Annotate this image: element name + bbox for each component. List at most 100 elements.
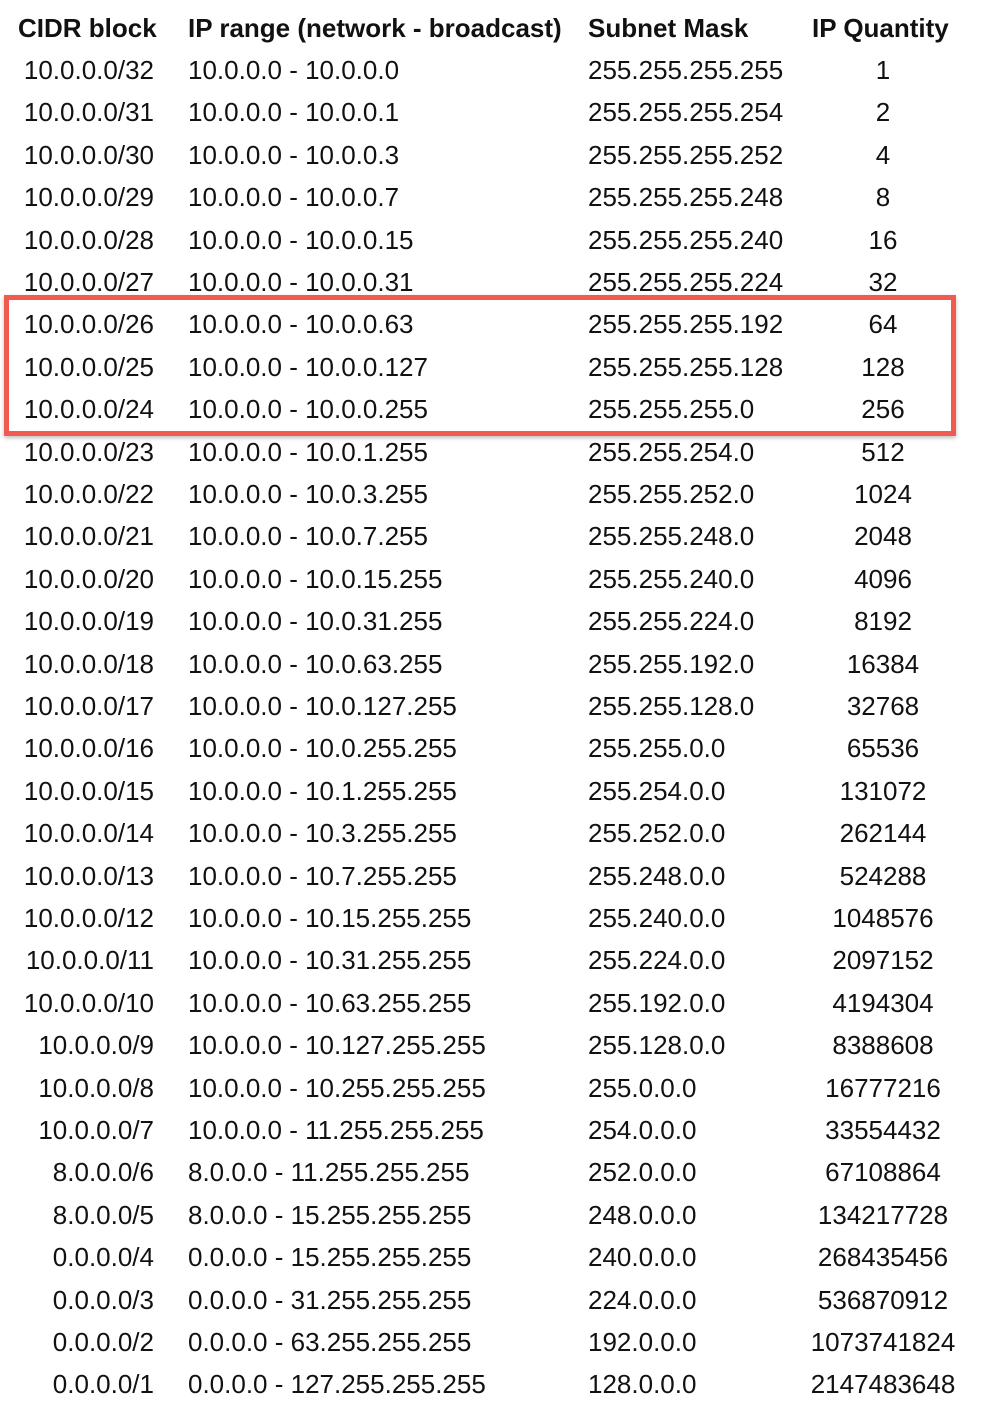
subnet-mask-cell: 255.0.0.0: [588, 1072, 697, 1103]
cidr-cell: 10.0.0.0/19: [23, 606, 154, 637]
header-ip-range: IP range (network - broadcast): [188, 13, 562, 43]
subnet-mask-cell: 255.254.0.0: [588, 775, 726, 806]
ip-range-cell: 10.0.0.0 - 10.63.255.255: [188, 987, 472, 1018]
ip-quantity-cell: 33554432: [825, 1115, 941, 1145]
ip-range-cell: 10.0.0.0 - 10.0.0.255: [188, 394, 428, 425]
subnet-mask-cell: 255.255.224.0: [588, 606, 755, 637]
ip-range-cell: 8.0.0.0 - 11.255.255.255: [188, 1157, 470, 1188]
ip-quantity-cell: 1073741824: [810, 1327, 956, 1357]
cidr-cell: 0.0.0.0/3: [52, 1284, 154, 1315]
subnet-mask-cell: 255.252.0.0: [588, 818, 726, 849]
table-row: 10.0.0.0/24 10.0.0.0 - 10.0.0.255 255.255.…: [0, 388, 994, 430]
ip-range-cell: 10.0.0.0 - 10.255.255.255: [188, 1072, 486, 1103]
ip-range-cell: 10.0.0.0 - 10.0.7.255: [188, 521, 428, 552]
cidr-cell: 10.0.0.0/18: [23, 648, 154, 679]
ip-range-cell: 0.0.0.0 - 127.255.255.255: [188, 1369, 486, 1400]
subnet-mask-cell: 255.255.0.0: [588, 733, 726, 764]
subnet-mask-cell: 224.0.0.0: [588, 1284, 697, 1315]
cidr-cell: 10.0.0.0/9: [38, 1030, 154, 1061]
ip-range-cell: 10.0.0.0 - 10.3.255.255: [188, 818, 457, 849]
ip-range-cell: 10.0.0.0 - 10.31.255.255: [188, 945, 472, 976]
cidr-cell: 10.0.0.0/26: [23, 309, 154, 340]
table-row: 10.0.0.0/8 10.0.0.0 - 10.255.255.255 255.0…: [0, 1067, 994, 1109]
ip-quantity-cell: 16384: [846, 648, 920, 679]
subnet-mask-cell: 128.0.0.0: [588, 1369, 697, 1400]
ip-quantity-cell: 4096: [854, 563, 912, 594]
ip-quantity-cell: 128: [861, 351, 905, 382]
cidr-cell: 10.0.0.0/27: [23, 267, 154, 297]
table-row: 10.0.0.0/9 10.0.0.0 - 10.127.255.255 255.1…: [0, 1024, 994, 1066]
cidr-cell: 10.0.0.0/11: [25, 945, 154, 976]
ip-range-cell: 10.0.0.0 - 10.0.0.7: [188, 182, 400, 213]
ip-quantity-cell: 1: [875, 55, 891, 85]
header-cidr-block: CIDR block: [18, 13, 157, 43]
cidr-cell: 0.0.0.0/4: [52, 1242, 154, 1273]
ip-range-cell: 10.0.0.0 - 11.255.255.255: [188, 1115, 484, 1145]
cidr-cell: 10.0.0.0/14: [23, 818, 154, 849]
ip-range-cell: 10.0.0.0 - 10.0.1.255: [188, 436, 428, 467]
ip-range-cell: 10.0.0.0 - 10.7.255.255: [188, 860, 457, 891]
cidr-cell: 10.0.0.0/13: [23, 860, 154, 891]
ip-quantity-cell: 268435456: [817, 1242, 949, 1273]
table-row: 10.0.0.0/13 10.0.0.0 - 10.7.255.255 255.24…: [0, 855, 994, 897]
table-row: 10.0.0.0/30 10.0.0.0 - 10.0.0.3 255.255.25…: [0, 134, 994, 176]
ip-range-cell: 10.0.0.0 - 10.0.255.255: [188, 733, 457, 764]
ip-range-cell: 8.0.0.0 - 15.255.255.255: [188, 1199, 472, 1230]
table-row: 10.0.0.0/32 10.0.0.0 - 10.0.0.0 255.255.25…: [0, 49, 994, 91]
subnet-mask-cell: 255.224.0.0: [588, 945, 726, 976]
ip-quantity-cell: 16: [868, 224, 898, 255]
ip-quantity-cell: 64: [868, 309, 898, 340]
subnet-mask-cell: 255.255.255.252: [588, 139, 784, 170]
ip-range-cell: 10.0.0.0 - 10.0.31.255: [188, 606, 443, 637]
cidr-cell: 10.0.0.0/12: [23, 903, 154, 933]
subnet-mask-cell: 255.240.0.0: [588, 903, 726, 933]
subnet-mask-cell: 255.128.0.0: [588, 1030, 726, 1061]
ip-quantity-cell: 32: [868, 267, 898, 297]
ip-quantity-cell: 1048576: [832, 903, 934, 933]
table-row: 0.0.0.0/4 0.0.0.0 - 15.255.255.255 240.0.0…: [0, 1236, 994, 1278]
cidr-cell: 10.0.0.0/25: [23, 351, 154, 382]
ip-quantity-cell: 8388608: [832, 1030, 934, 1061]
subnet-mask-cell: 255.255.128.0: [588, 691, 755, 721]
table-row: 10.0.0.0/25 10.0.0.0 - 10.0.0.127 255.255.…: [0, 346, 994, 388]
table-row: 10.0.0.0/27 10.0.0.0 - 10.0.0.31 255.255.2…: [0, 261, 994, 303]
ip-quantity-cell: 2048: [854, 521, 912, 552]
ip-quantity-cell: 256: [861, 394, 905, 425]
table-row: 10.0.0.0/28 10.0.0.0 - 10.0.0.15 255.255.2…: [0, 219, 994, 261]
ip-quantity-cell: 536870912: [817, 1284, 949, 1315]
subnet-mask-cell: 252.0.0.0: [588, 1157, 697, 1188]
ip-quantity-cell: 2: [875, 97, 891, 128]
ip-range-cell: 10.0.0.0 - 10.127.255.255: [188, 1030, 486, 1061]
subnet-mask-cell: 240.0.0.0: [588, 1242, 697, 1273]
ip-quantity-cell: 134217728: [817, 1199, 949, 1230]
ip-quantity-cell: 4: [875, 139, 891, 170]
subnet-mask-cell: 255.255.252.0: [588, 479, 755, 509]
ip-quantity-cell: 524288: [839, 860, 927, 891]
ip-quantity-cell: 2147483648: [810, 1369, 956, 1400]
subnet-mask-cell: 255.255.255.248: [588, 182, 784, 213]
table-row: 10.0.0.0/18 10.0.0.0 - 10.0.63.255 255.255…: [0, 643, 994, 685]
subnet-mask-cell: 255.255.254.0: [588, 436, 755, 467]
ip-quantity-cell: 32768: [846, 691, 920, 721]
ip-range-cell: 10.0.0.0 - 10.15.255.255: [188, 903, 472, 933]
cidr-cell: 8.0.0.0/5: [52, 1199, 154, 1230]
ip-range-cell: 10.0.0.0 - 10.1.255.255: [188, 775, 457, 806]
table-row: 8.0.0.0/6 8.0.0.0 - 11.255.255.255 252.0.0…: [0, 1151, 994, 1193]
ip-quantity-cell: 262144: [839, 818, 927, 849]
cidr-cell: 10.0.0.0/30: [23, 139, 154, 170]
table-row: 10.0.0.0/10 10.0.0.0 - 10.63.255.255 255.1…: [0, 982, 994, 1024]
table-row: 10.0.0.0/7 10.0.0.0 - 11.255.255.255 254.0…: [0, 1109, 994, 1151]
ip-range-cell: 10.0.0.0 - 10.0.63.255: [188, 648, 443, 679]
cidr-cell: 10.0.0.0/17: [23, 691, 154, 721]
subnet-mask-cell: 248.0.0.0: [588, 1199, 697, 1230]
cidr-cell: 10.0.0.0/7: [38, 1115, 154, 1145]
ip-quantity-cell: 16777216: [825, 1072, 941, 1103]
cidr-cell: 10.0.0.0/21: [23, 521, 154, 552]
table-row: 10.0.0.0/31 10.0.0.0 - 10.0.0.1 255.255.25…: [0, 91, 994, 133]
ip-range-cell: 10.0.0.0 - 10.0.127.255: [188, 691, 457, 721]
table-row: 10.0.0.0/16 10.0.0.0 - 10.0.255.255 255.25…: [0, 727, 994, 769]
cidr-cell: 0.0.0.0/2: [52, 1327, 154, 1357]
ip-range-cell: 10.0.0.0 - 10.0.3.255: [188, 479, 428, 509]
ip-quantity-cell: 8192: [854, 606, 912, 637]
cidr-cell: 8.0.0.0/6: [52, 1157, 154, 1188]
